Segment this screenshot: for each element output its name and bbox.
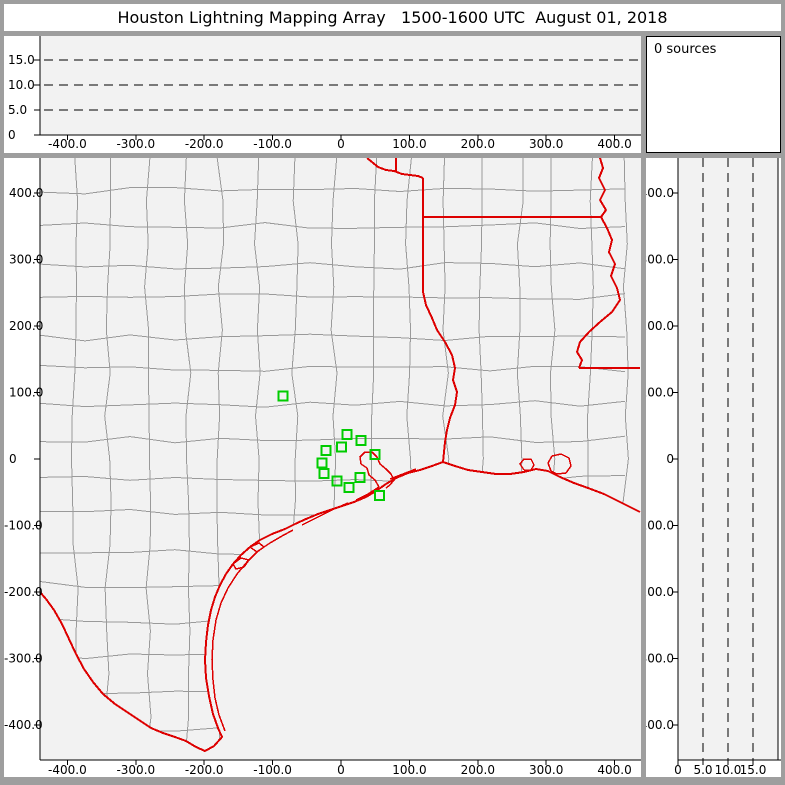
x-tick-label: -400.0 [48, 137, 87, 151]
x-tick-label: 200.0 [461, 763, 495, 777]
altitude-ew-plot[interactable]: -400.0 -300.0 -200.0 -100.0 0 100.0 200.0 300.0… [4, 36, 641, 153]
y-tick-label: 300.0 [646, 253, 674, 267]
y-tick-label: -300.0 [4, 652, 43, 666]
altitude-tick-label: 10.0 [8, 78, 35, 92]
title-bar: Houston Lightning Mapping Array 1500-160… [4, 4, 781, 31]
x-tick-label: -300.0 [116, 763, 155, 777]
x-tick-label: 0 [337, 137, 345, 151]
padre-island [211, 529, 294, 732]
altitude-tick-label: 0 [674, 763, 682, 777]
station-marker [331, 475, 343, 487]
calcasieu-lake [547, 453, 572, 475]
y-tick-label: -100.0 [646, 519, 674, 533]
alt-ns-axes [672, 158, 781, 765]
galveston-island [355, 486, 380, 501]
x-tick-label: 200.0 [461, 137, 495, 151]
altitude-gridlines [702, 158, 754, 760]
station-marker [354, 472, 366, 484]
red-river-border [366, 158, 424, 179]
station-marker [316, 457, 328, 469]
altitude-tick-label: 15.0 [740, 763, 767, 777]
y-tick-label: 400.0 [9, 186, 43, 200]
x-tick-label: -400.0 [48, 763, 87, 777]
y-tick-label: 100.0 [9, 386, 43, 400]
y-tick-label: 200.0 [646, 319, 674, 333]
y-tick-label: 0 [9, 452, 17, 466]
station-marker [373, 490, 385, 502]
altitude-tick-label: 15.0 [8, 53, 35, 67]
station-marker [343, 482, 355, 494]
altitude-tick-label: 5.0 [693, 763, 712, 777]
station-marker [318, 468, 330, 480]
y-tick-label: -300.0 [646, 652, 674, 666]
matagorda-island [301, 502, 349, 526]
barrier-islands [211, 451, 572, 732]
map-axes [34, 158, 641, 765]
x-tick-label: 400.0 [597, 137, 631, 151]
altitude-vs-northsouth-panel[interactable]: 0 5.010.015.0 400.0 300.0 200.0 100.0 0 -100.0 -… [646, 158, 781, 777]
y-tick-label: 100.0 [646, 386, 674, 400]
y-tick-label: 300.0 [9, 253, 43, 267]
corpus-christi-bay [232, 557, 251, 570]
altitude-tick-label: 0 [8, 128, 16, 142]
x-tick-label: 100.0 [392, 763, 426, 777]
sources-count-label: 0 sources [654, 42, 717, 57]
alt-ew-plot-area[interactable] [40, 36, 641, 135]
x-tick-label: -300.0 [116, 137, 155, 151]
gulf-coastline-and-rio-grande [39, 460, 641, 753]
y-tick-label: 200.0 [9, 319, 43, 333]
mississippi-river-border [575, 158, 622, 369]
bolivar-peninsula [389, 468, 417, 480]
y-tick-label: 0 [666, 452, 674, 466]
matagorda-bay [249, 542, 266, 553]
y-tick-label: -400.0 [4, 718, 43, 732]
window-title: Houston Lightning Mapping Array 1500-160… [117, 8, 668, 27]
x-tick-label: -100.0 [253, 137, 292, 151]
altitude-tick-label: 10.0 [715, 763, 742, 777]
station-markers [277, 390, 385, 502]
altitude-vs-eastwest-panel[interactable]: -400.0 -300.0 -200.0 -100.0 0 100.0 200.0 300.0… [4, 36, 641, 153]
y-tick-label: -200.0 [4, 585, 43, 599]
station-marker [355, 434, 367, 446]
plan-view-map-plot[interactable]: -400.0 -300.0 -200.0 -100.0 0 100.0 200.0 300.0… [4, 158, 641, 777]
plan-view-map-panel[interactable]: -400.0 -300.0 -200.0 -100.0 0 100.0 200.0 300.0… [4, 158, 641, 777]
altitude-tick-label: 5.0 [8, 103, 27, 117]
alt-ew-axes [34, 36, 641, 140]
y-tick-label: -100.0 [4, 519, 43, 533]
altitude-gridlines [44, 59, 641, 111]
galveston-bay [359, 451, 395, 489]
x-tick-label: -200.0 [185, 137, 224, 151]
station-marker [369, 448, 381, 460]
sources-count-panel: 0 sources [646, 36, 781, 153]
x-tick-label: -200.0 [185, 763, 224, 777]
y-tick-label: -400.0 [646, 718, 674, 732]
station-marker [277, 390, 289, 402]
x-tick-label: 0 [337, 763, 345, 777]
y-tick-label: 400.0 [646, 186, 674, 200]
state-borders [39, 158, 641, 753]
map-plot-area[interactable] [40, 158, 641, 760]
altitude-ns-plot[interactable]: 0 5.010.015.0 400.0 300.0 200.0 100.0 0 -100.0 -… [646, 158, 781, 777]
x-tick-label: 400.0 [597, 763, 631, 777]
x-tick-label: 100.0 [392, 137, 426, 151]
x-tick-label: 300.0 [529, 763, 563, 777]
sabine-lake [519, 458, 535, 471]
x-tick-label: 300.0 [529, 137, 563, 151]
y-tick-label: -200.0 [646, 585, 674, 599]
station-marker [320, 444, 332, 456]
x-tick-label: -100.0 [253, 763, 292, 777]
station-marker [336, 441, 348, 453]
station-marker [341, 428, 353, 440]
sabine-river-border [422, 291, 459, 463]
